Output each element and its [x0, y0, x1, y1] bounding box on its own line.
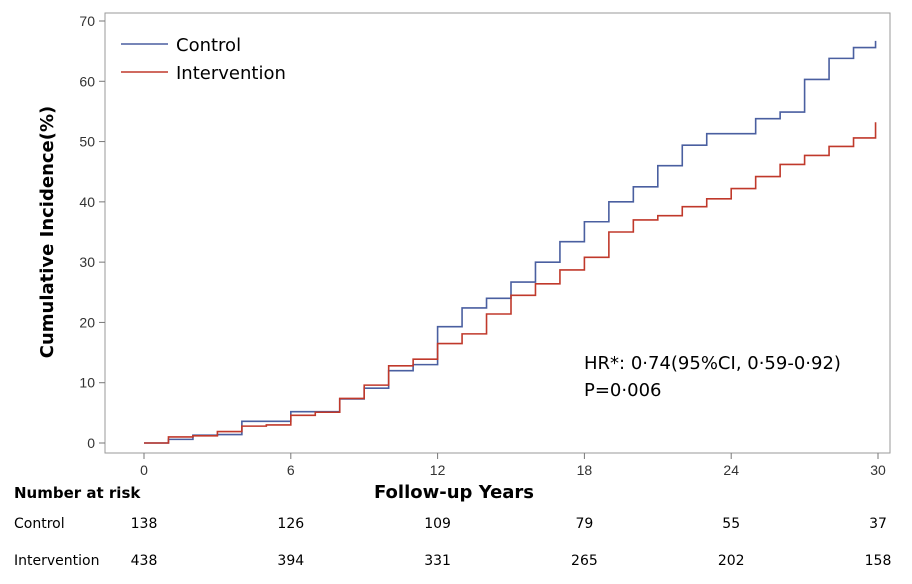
x-axis-title: Follow-up Years	[374, 482, 534, 503]
risk-count: 79	[575, 516, 593, 532]
y-tick-label: 20	[79, 314, 95, 330]
y-tick-label: 50	[79, 134, 95, 150]
y-axis-title: Cumulative Incidence(%)	[37, 106, 58, 359]
risk-row-label: Control	[14, 516, 65, 532]
risk-count: 55	[722, 516, 740, 532]
p-value-annotation: P=0·006	[584, 380, 661, 401]
y-tick-label: 10	[79, 375, 95, 391]
risk-count: 331	[424, 553, 451, 569]
x-tick-label: 0	[140, 462, 148, 478]
y-axis: 0 10 20 30 40 50 60 70	[79, 13, 105, 451]
risk-count: 126	[277, 516, 304, 532]
y-tick-label: 0	[87, 435, 95, 451]
risk-count: 109	[424, 516, 451, 532]
x-tick-label: 30	[870, 462, 886, 478]
risk-count: 158	[865, 553, 892, 569]
risk-count: 202	[718, 553, 745, 569]
series-line-intervention	[144, 122, 877, 444]
x-tick-label: 12	[430, 462, 446, 478]
y-tick-label: 30	[79, 254, 95, 270]
risk-count: 138	[131, 516, 158, 532]
risk-count: 265	[571, 553, 598, 569]
y-tick-label: 70	[79, 13, 95, 29]
plot-area-frame	[104, 12, 891, 454]
risk-count: 37	[869, 516, 887, 532]
x-tick-label: 6	[287, 462, 295, 478]
legend-label-control: Control	[176, 35, 241, 56]
y-tick-label: 60	[79, 73, 95, 89]
hazard-ratio-annotation: HR*: 0·74(95%CI, 0·59-0·92)	[584, 353, 841, 374]
x-tick-label: 24	[723, 462, 739, 478]
legend-label-intervention: Intervention	[176, 63, 286, 84]
x-axis: 0 6 12 18 24 30	[140, 453, 886, 478]
risk-table-title: Number at risk	[14, 484, 141, 502]
risk-row-label: Intervention	[14, 553, 99, 569]
legend: Control Intervention	[121, 35, 286, 84]
series-line-control	[144, 40, 877, 444]
risk-table: Control 138 126 109 79 55 37 Intervention 438 394…	[14, 516, 891, 569]
x-tick-label: 18	[577, 462, 593, 478]
y-tick-label: 40	[79, 194, 95, 210]
risk-count: 394	[277, 553, 304, 569]
series-layer	[144, 40, 877, 444]
risk-count: 438	[131, 553, 158, 569]
